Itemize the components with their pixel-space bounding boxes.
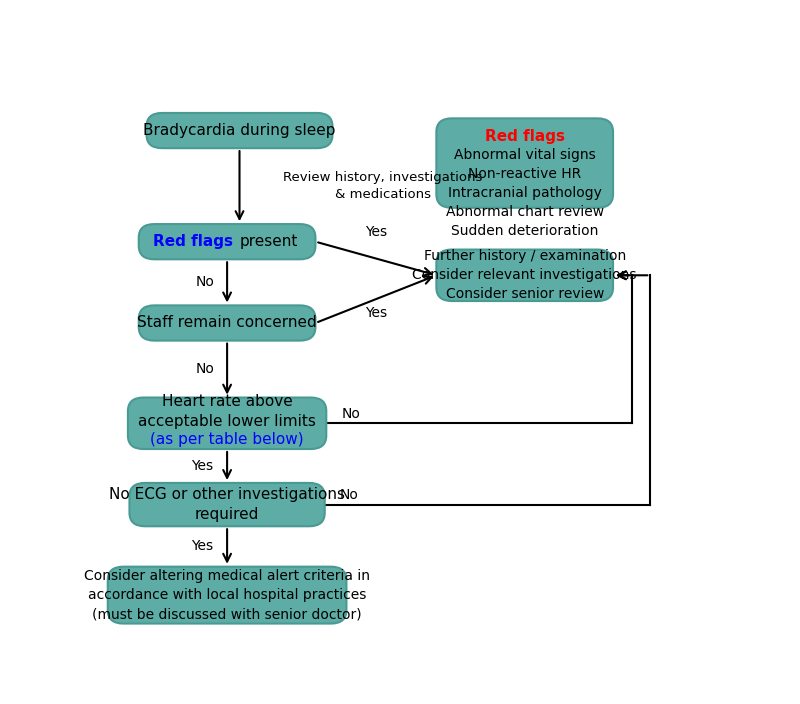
FancyBboxPatch shape xyxy=(108,567,346,624)
FancyBboxPatch shape xyxy=(138,224,315,259)
FancyBboxPatch shape xyxy=(146,113,333,148)
Text: No: No xyxy=(342,406,361,420)
Text: No: No xyxy=(340,488,359,502)
Text: Bradycardia during sleep: Bradycardia during sleep xyxy=(143,123,336,138)
Text: No: No xyxy=(196,362,215,376)
Text: No: No xyxy=(196,275,215,289)
Text: Red flags: Red flags xyxy=(485,130,565,144)
FancyBboxPatch shape xyxy=(128,398,326,449)
Text: Yes: Yes xyxy=(191,539,214,553)
Text: (as per table below): (as per table below) xyxy=(150,432,304,447)
Text: Yes: Yes xyxy=(365,306,387,320)
FancyBboxPatch shape xyxy=(436,249,613,301)
Text: Yes: Yes xyxy=(365,225,387,239)
Text: Review history, investigations
& medications: Review history, investigations & medicat… xyxy=(283,171,482,201)
FancyBboxPatch shape xyxy=(138,306,315,341)
Text: Consider altering medical alert criteria in
accordance with local hospital pract: Consider altering medical alert criteria… xyxy=(84,569,370,621)
Text: Red flags: Red flags xyxy=(153,234,233,249)
FancyBboxPatch shape xyxy=(436,118,613,208)
Text: Abnormal vital signs
Non-reactive HR
Intracranial pathology
Abnormal chart revie: Abnormal vital signs Non-reactive HR Int… xyxy=(446,148,604,238)
Text: Further history / examination
Consider relevant investigations
Consider senior r: Further history / examination Consider r… xyxy=(413,249,637,301)
Text: Staff remain concerned: Staff remain concerned xyxy=(138,315,317,330)
Text: present: present xyxy=(239,234,298,249)
Text: Heart rate above
acceptable lower limits: Heart rate above acceptable lower limits xyxy=(138,394,316,429)
Text: Yes: Yes xyxy=(191,459,214,473)
Text: No ECG or other investigations
required: No ECG or other investigations required xyxy=(109,487,345,522)
FancyBboxPatch shape xyxy=(130,483,325,527)
